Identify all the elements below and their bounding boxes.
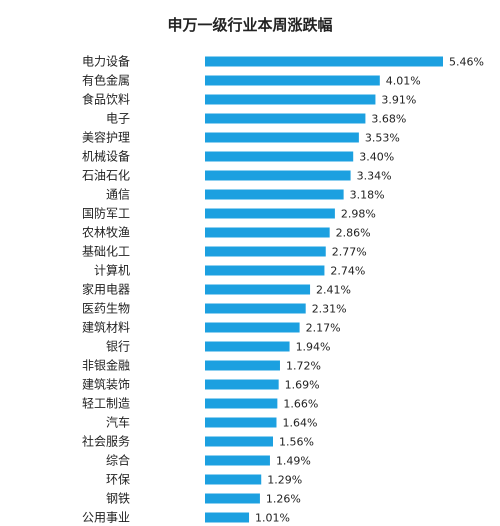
category-label: 美容护理 [82,130,130,145]
category-label: 医药生物 [82,302,130,316]
category-label: 农林牧渔 [82,226,130,240]
value-label: 1.94% [296,341,331,354]
value-label: 3.53% [365,132,400,145]
bar [205,113,366,124]
category-label: 食品饮料 [82,92,130,107]
value-label: 2.86% [336,227,371,240]
value-label: 3.68% [371,113,406,126]
category-label: 国防军工 [82,206,130,221]
bar [205,56,443,67]
bar [205,75,380,86]
value-label: 1.01% [255,512,290,525]
category-label: 计算机 [94,263,130,278]
value-label: 1.66% [283,398,318,411]
category-label: 电子 [106,112,130,126]
bar [205,189,344,200]
value-label: 1.64% [282,417,317,430]
value-label: 2.74% [330,265,365,278]
bar [205,246,326,257]
bar [205,265,325,276]
category-label: 基础化工 [82,245,130,259]
bar [205,208,335,219]
category-label: 建筑材料 [82,320,130,335]
bar [205,417,277,428]
bar [205,151,354,162]
value-label: 3.91% [381,94,416,107]
bar [205,94,376,105]
bar [205,398,278,409]
bar [205,512,250,523]
category-label: 综合 [106,453,130,468]
value-label: 1.49% [276,455,311,468]
category-label: 建筑装饰 [82,377,130,392]
value-label: 2.41% [316,284,351,297]
category-label: 通信 [106,188,130,202]
category-label: 机械设备 [82,149,130,164]
chart-title: 申万一级行业本周涨跌幅 [167,16,333,34]
category-label: 银行 [106,340,130,354]
category-label: 社会服务 [82,434,130,449]
category-label: 石油石化 [82,169,130,183]
value-label: 3.40% [359,151,394,164]
category-label: 公用事业 [82,511,130,525]
category-label: 汽车 [106,415,130,430]
category-label: 轻工制造 [82,397,130,411]
bar [205,303,306,314]
category-label: 环保 [106,473,130,487]
category-label: 有色金属 [82,73,130,88]
value-label: 1.72% [286,360,321,373]
category-label: 非银金融 [82,358,130,373]
category-label: 电力设备 [82,55,130,69]
value-label: 3.18% [350,189,385,202]
value-label: 5.46% [449,56,484,69]
value-label: 3.34% [357,170,392,183]
bar [205,341,290,352]
category-label: 钢铁 [106,492,130,506]
value-label: 2.98% [341,208,376,221]
bar [205,436,273,447]
bar [205,455,270,466]
value-label: 1.29% [267,474,302,487]
bar [205,360,280,371]
bar [205,227,330,238]
bar [205,322,300,333]
bar [205,493,260,504]
value-label: 4.01% [386,75,421,88]
bar [205,170,351,181]
value-label: 2.17% [306,322,341,335]
value-label: 1.56% [279,436,314,449]
bar [205,474,262,485]
category-label: 家用电器 [82,282,130,297]
value-label: 2.31% [312,303,347,316]
value-label: 2.77% [332,246,367,259]
value-label: 1.69% [285,379,320,392]
bar [205,132,359,143]
bar [205,284,311,295]
value-label: 1.26% [266,493,301,506]
bar [205,379,279,390]
